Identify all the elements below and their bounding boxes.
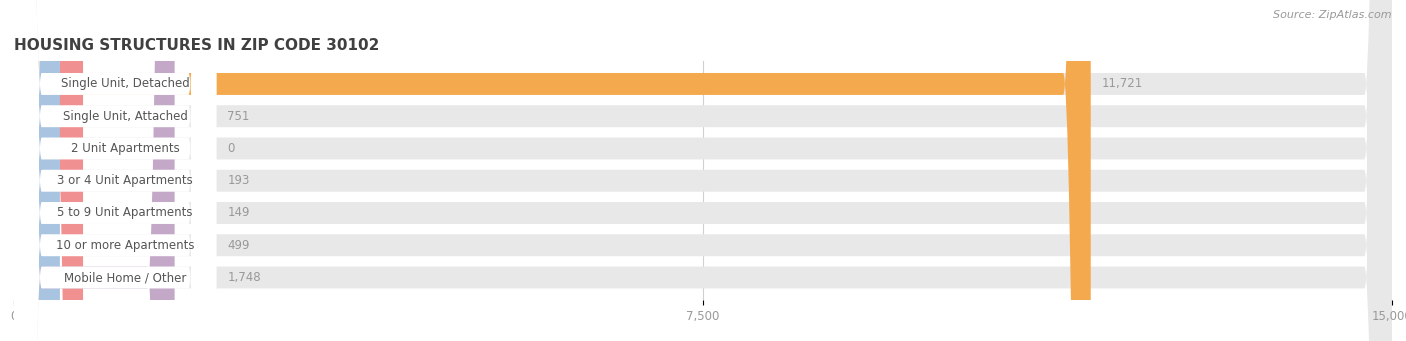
- Text: 499: 499: [228, 239, 250, 252]
- FancyBboxPatch shape: [14, 0, 217, 341]
- Text: 10 or more Apartments: 10 or more Apartments: [56, 239, 194, 252]
- Text: 1,748: 1,748: [228, 271, 260, 284]
- FancyBboxPatch shape: [14, 0, 217, 341]
- Text: Mobile Home / Other: Mobile Home / Other: [65, 271, 187, 284]
- FancyBboxPatch shape: [14, 0, 1392, 341]
- FancyBboxPatch shape: [14, 0, 83, 341]
- FancyBboxPatch shape: [14, 0, 217, 341]
- Text: 11,721: 11,721: [1102, 77, 1143, 90]
- FancyBboxPatch shape: [14, 0, 1392, 341]
- Text: HOUSING STRUCTURES IN ZIP CODE 30102: HOUSING STRUCTURES IN ZIP CODE 30102: [14, 38, 380, 53]
- FancyBboxPatch shape: [14, 0, 217, 341]
- Text: 0: 0: [228, 142, 235, 155]
- FancyBboxPatch shape: [14, 0, 217, 341]
- Text: 5 to 9 Unit Apartments: 5 to 9 Unit Apartments: [58, 207, 193, 220]
- Text: 3 or 4 Unit Apartments: 3 or 4 Unit Apartments: [58, 174, 193, 187]
- Text: Source: ZipAtlas.com: Source: ZipAtlas.com: [1274, 10, 1392, 20]
- FancyBboxPatch shape: [14, 0, 1091, 341]
- FancyBboxPatch shape: [14, 0, 217, 341]
- FancyBboxPatch shape: [0, 0, 42, 341]
- FancyBboxPatch shape: [14, 0, 174, 341]
- FancyBboxPatch shape: [14, 0, 217, 341]
- Text: 149: 149: [228, 207, 250, 220]
- FancyBboxPatch shape: [4, 0, 42, 341]
- Text: 751: 751: [228, 110, 249, 123]
- Text: Single Unit, Detached: Single Unit, Detached: [60, 77, 190, 90]
- Text: 193: 193: [228, 174, 249, 187]
- FancyBboxPatch shape: [14, 0, 60, 341]
- FancyBboxPatch shape: [14, 0, 1392, 341]
- FancyBboxPatch shape: [14, 0, 1392, 341]
- FancyBboxPatch shape: [14, 0, 1392, 341]
- FancyBboxPatch shape: [14, 0, 1392, 341]
- FancyBboxPatch shape: [14, 0, 1392, 341]
- Text: Single Unit, Attached: Single Unit, Attached: [63, 110, 187, 123]
- Text: 2 Unit Apartments: 2 Unit Apartments: [70, 142, 180, 155]
